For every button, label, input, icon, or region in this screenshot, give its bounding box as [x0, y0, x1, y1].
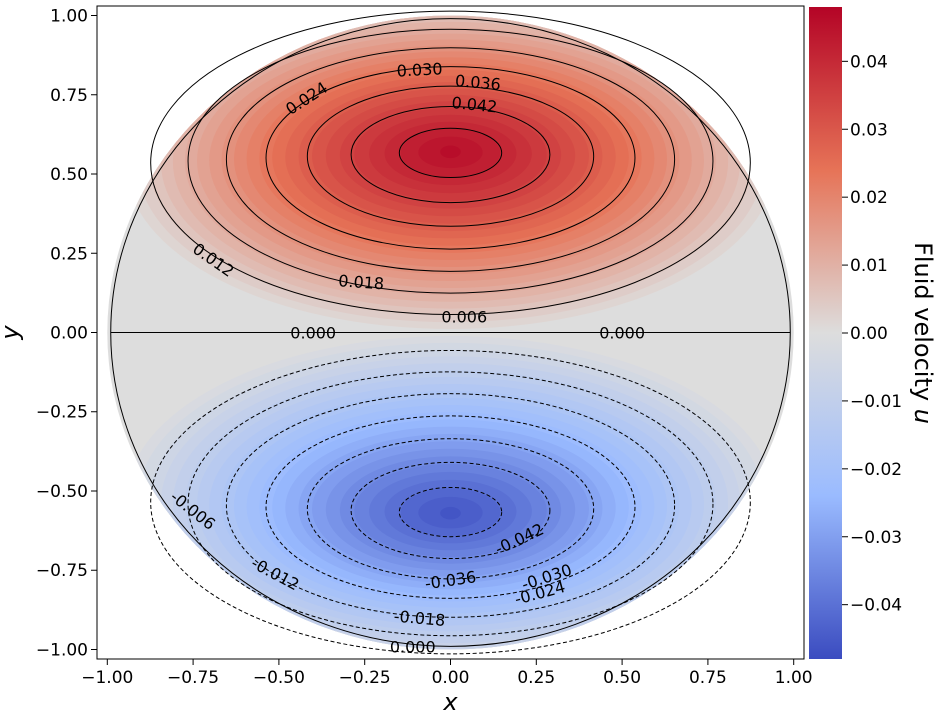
x-tick-label: −1.00	[81, 668, 133, 688]
colorbar-tick-label: −0.01	[850, 392, 902, 412]
colorbar-ticks: 0.04 0.03 0.02 0.01 0.00 −0.01 −0.02 −0.03 −0.04	[842, 52, 902, 616]
x-tick-label: −0.25	[339, 668, 391, 688]
y-tick-label: −0.50	[36, 482, 88, 502]
y-tick-label: 0.50	[50, 165, 88, 185]
colorbar-tick-label: 0.01	[850, 256, 888, 276]
contour-label: 0.030	[396, 59, 443, 80]
x-tick-label: 0.75	[689, 668, 727, 688]
colorbar-tick-label: 0.02	[850, 188, 888, 208]
colorbar: 0.04 0.03 0.02 0.01 0.00 −0.01 −0.02 −0.03 −0.04…	[809, 7, 936, 659]
contour-line	[265, 66, 636, 250]
x-tick-label: −0.50	[253, 668, 305, 688]
field-band	[440, 506, 461, 520]
contour-label: 0.000	[390, 637, 436, 656]
x-tick-label: 0.50	[603, 668, 641, 688]
contour-line	[306, 85, 595, 227]
x-axis-ticks: −1.00 −0.75 −0.50 −0.25 0.00 0.25 0.50 0.75 1.00	[81, 659, 813, 688]
contour-label: 0.042	[451, 93, 499, 117]
contour-line	[150, 10, 751, 316]
y-axis-ticks: 1.00 0.75 0.50 0.25 0.00 −0.25 −0.50 −0.75 −1.00	[36, 7, 97, 660]
contour-label: 0.000	[599, 324, 645, 343]
contour-label: 0.000	[290, 324, 336, 343]
colorbar-label-variable: u	[909, 409, 936, 424]
y-tick-label: −1.00	[36, 640, 88, 660]
y-tick-label: 1.00	[50, 7, 88, 27]
contour-line	[350, 105, 551, 204]
colorbar-tick-label: −0.04	[850, 596, 902, 616]
contour-lines	[110, 10, 791, 655]
y-tick-label: 0.25	[50, 244, 88, 264]
contour-line	[265, 415, 636, 599]
colorbar-tick-label: −0.02	[850, 460, 902, 480]
contour-label: -0.018	[393, 607, 446, 630]
x-axis-label: x	[442, 688, 458, 716]
y-tick-label: −0.25	[36, 403, 88, 423]
contour-line	[225, 393, 676, 618]
contour-line	[187, 371, 714, 637]
contour-line	[150, 349, 751, 655]
colorbar-tick-label: 0.03	[850, 120, 888, 140]
contour-label: 0.036	[454, 71, 501, 94]
contour-line	[398, 127, 503, 179]
x-tick-label: 1.00	[775, 668, 813, 688]
y-axis-label: y	[0, 325, 24, 341]
field-band	[440, 145, 461, 159]
velocity-field	[107, 15, 794, 650]
contour-label: 0.018	[338, 271, 385, 293]
x-tick-label: 0.25	[517, 668, 555, 688]
colorbar-label-text: Fluid velocity	[909, 242, 936, 401]
contour-line	[350, 461, 551, 560]
colorbar-tick-label: 0.04	[850, 52, 888, 72]
contour-line	[225, 47, 676, 272]
x-tick-label: 0.00	[432, 668, 470, 688]
contour-line	[187, 28, 714, 294]
x-tick-label: −0.75	[167, 668, 219, 688]
colorbar-bar	[809, 7, 842, 659]
contour-line	[398, 486, 503, 538]
y-tick-label: 0.75	[50, 86, 88, 106]
contour-line	[306, 438, 595, 580]
colorbar-tick-label: 0.00	[850, 324, 888, 344]
colorbar-label: Fluid velocity u	[909, 242, 936, 424]
y-tick-label: 0.00	[50, 324, 88, 344]
colorbar-tick-label: −0.03	[850, 528, 902, 548]
y-tick-label: −0.75	[36, 561, 88, 581]
contour-line	[110, 18, 791, 647]
contour-label: 0.006	[441, 308, 487, 327]
